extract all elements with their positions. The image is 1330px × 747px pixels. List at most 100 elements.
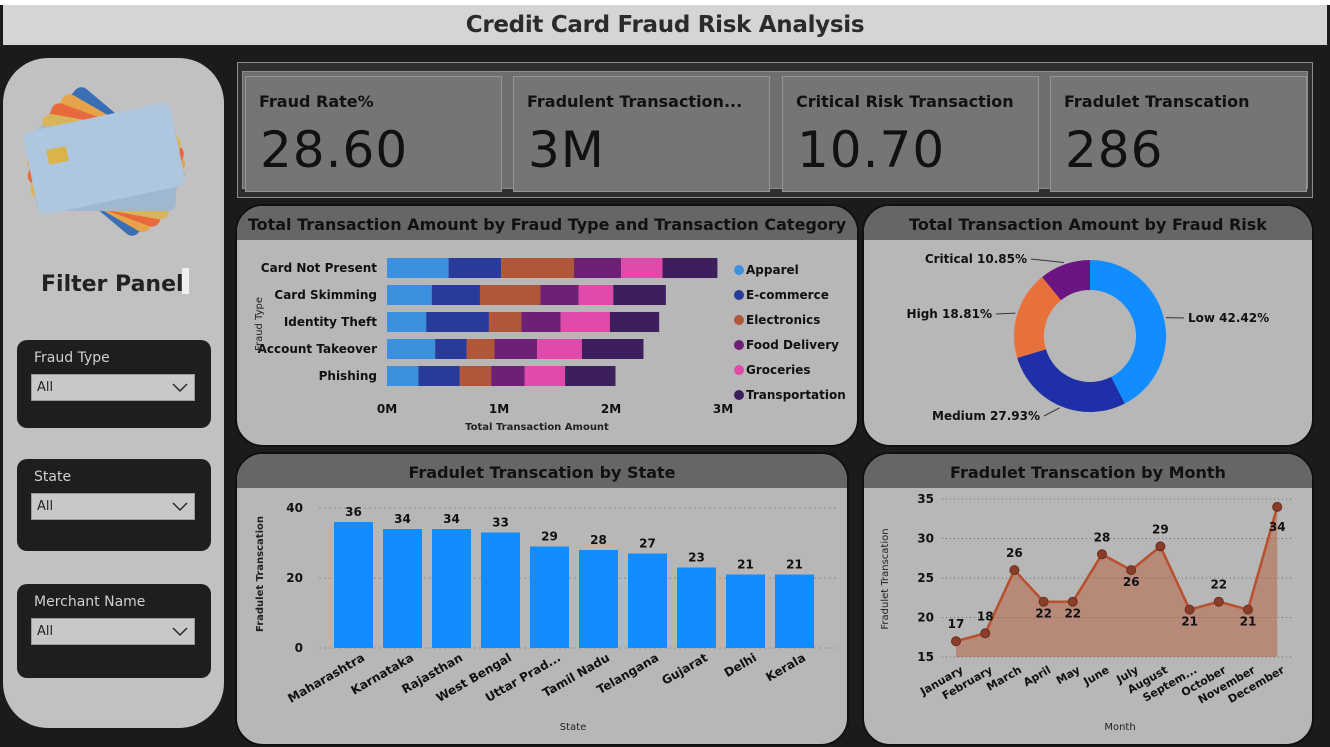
data-label: 21 [1181,615,1198,629]
bar-segment [560,312,610,332]
kpi-value: 3M [528,121,605,179]
data-label: 21 [786,558,803,572]
legend-label: Transportation [746,388,846,402]
page-title: Credit Card Fraud Risk Analysis [465,12,865,38]
x-tick-label: Kerala [763,650,808,684]
kpi-value: 28.60 [260,121,409,179]
kpi-title: Critical Risk Transaction [796,92,1014,111]
data-label: 23 [688,551,705,565]
slicer-state: State All [17,459,211,551]
filter-panel-accent [182,268,189,294]
bar-segment [524,366,566,386]
dropdown-value: All [37,499,54,514]
kpi-card-fraud-rate[interactable]: Fraud Rate% 28.60 [245,76,502,192]
x-tick-label: Gujarat [659,650,710,687]
chart-card-month[interactable]: Fradulet Transcation by Month 15 20 25 30 35… [862,452,1314,746]
bar-segment [613,285,666,305]
bar-segment [387,285,432,305]
bar-segment [387,339,436,359]
y-axis-label: Fradulet Transcation [880,528,891,629]
area-chart: 152025303517January18February26March22Ap… [880,492,1294,733]
filter-panel-title: Filter Panel [41,272,184,297]
chart-title: Total Transaction Amount by Fraud Type a… [247,215,847,234]
state-dropdown[interactable]: All [31,493,195,520]
column-bar [481,532,520,648]
donut-slice [1090,260,1166,404]
legend-label: E-commerce [746,288,829,302]
legend-marker [734,290,744,300]
data-label: 28 [590,533,607,547]
bar-segment [448,258,502,278]
data-label: 33 [492,516,509,530]
kpi-value: 286 [1065,121,1164,179]
donut-chart: Low 42.42% Medium 27.93% High 18.81% Critic… [907,252,1270,423]
kpi-card-fraudulent-count[interactable]: Fradulet Transcation 286 [1050,76,1307,192]
kpi-title: Fraud Rate% [259,92,374,111]
x-tick-label: 3M [713,402,733,416]
column-bar [775,574,814,648]
data-point [1009,565,1020,576]
dropdown-value: All [37,380,54,395]
bar-segment [621,258,663,278]
legend-marker [734,365,744,375]
bar-segment [578,285,614,305]
filter-panel: Filter Panel Fraud Type All State All Me… [3,58,224,728]
chart-card-state[interactable]: Fradulet Transcation by State 0 20 40 36 Mah… [235,452,849,746]
chart-header: Fradulet Transcation by Month [864,454,1312,488]
x-tick-label: June [1081,663,1112,688]
slice-label: Low 42.42% [1188,311,1269,325]
slicer-merchant-name: Merchant Name All [17,584,211,678]
bar-segment [459,366,492,386]
legend-label: Food Delivery [746,338,839,352]
y-axis-label: Fradulet Transcation [255,516,266,632]
slicer-label: Fraud Type [34,350,110,366]
slicer-label: Merchant Name [34,594,146,610]
x-tick-label: 0M [377,402,397,416]
merchant-name-dropdown[interactable]: All [31,618,195,645]
bar-segment [431,285,480,305]
x-axis-label: Month [1104,722,1135,733]
chart-card-fraud-type-category[interactable]: Total Transaction Amount by Fraud Type a… [235,204,859,447]
kpi-title: Fradulent Transaction... [527,92,743,111]
bar-segment [501,258,575,278]
legend-marker [734,390,744,400]
chart-title: Total Transaction Amount by Fraud Risk [909,215,1267,234]
data-label: 34 [443,512,460,526]
donut-slice [1017,349,1125,412]
leader-line [1043,407,1060,417]
data-point [1213,596,1224,607]
y-tick-label: Card Not Present [261,261,377,275]
data-point [1126,565,1137,576]
data-label: 26 [1123,575,1140,589]
chart-title: Fradulet Transcation by State [408,463,676,482]
legend-marker [734,340,744,350]
window-top-strip [0,0,1330,5]
chevron-down-icon [172,502,188,511]
data-label: 34 [1269,520,1286,534]
fraud-type-dropdown[interactable]: All [31,374,195,401]
legend-marker [734,265,744,275]
legend-marker [734,315,744,325]
x-axis-label: State [560,722,586,733]
x-tick-label: Delhi [722,650,759,680]
bar-segment [491,366,525,386]
area-fill [956,506,1278,657]
bar-segment [466,339,495,359]
dropdown-value: All [37,624,54,639]
data-label: 21 [737,558,754,572]
data-label: 34 [394,512,411,526]
kpi-value: 10.70 [797,121,946,179]
y-axis-label: Fraud Type [254,297,265,351]
y-tick-label: Phishing [319,369,377,383]
data-label: 21 [1240,615,1257,629]
chart-header: Total Transaction Amount by Fraud Type a… [237,206,857,240]
kpi-card-fraudulent-amount[interactable]: Fradulent Transaction... 3M [513,76,770,192]
kpi-card-critical-risk[interactable]: Critical Risk Transaction 10.70 [782,76,1039,192]
stacked-bar-chart: Card Not Present Card Skimming Identity Th… [254,258,846,433]
column-bar [383,529,422,648]
column-bar [579,550,618,648]
chart-card-fraud-risk[interactable]: Total Transaction Amount by Fraud Risk L… [862,204,1314,447]
data-label: 29 [1152,522,1169,536]
credit-cards-image [23,87,186,236]
